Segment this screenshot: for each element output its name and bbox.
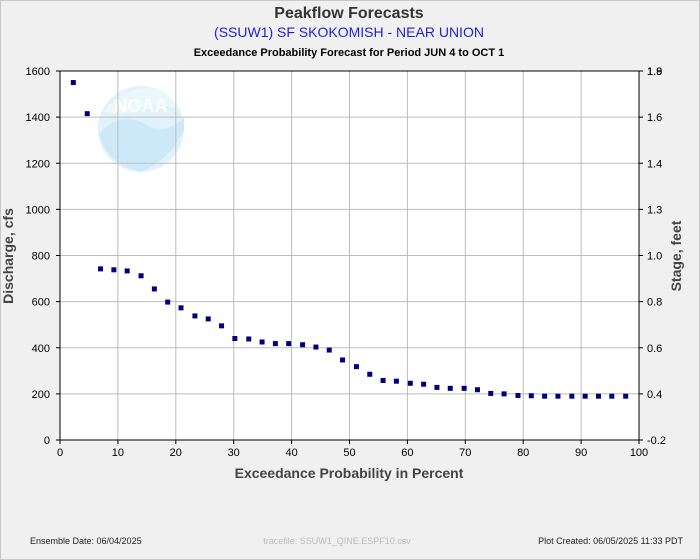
plot-created: Plot Created: 06/05/2025 11:33 PDT	[538, 536, 683, 546]
data-point	[569, 393, 575, 399]
x-tick-label: 10	[112, 447, 124, 459]
data-point	[447, 385, 453, 391]
data-point	[461, 385, 467, 391]
y-tick-label: 600	[32, 297, 50, 309]
data-point	[151, 286, 157, 292]
y-tick-label: 1000	[26, 204, 50, 216]
data-point	[474, 387, 480, 393]
y-tick-label: 0	[44, 435, 50, 447]
data-point	[246, 336, 252, 342]
y2-axis-label: Stage, feet	[668, 220, 684, 291]
x-tick-label: 100	[630, 447, 648, 459]
watermark-text: NOAA	[115, 96, 168, 116]
data-points	[70, 80, 629, 399]
x-tick-label: 20	[170, 447, 182, 459]
chart-title: Peakflow Forecasts	[274, 5, 424, 22]
plot-border	[59, 70, 640, 441]
data-point	[111, 267, 117, 273]
y-tick-label: 1600	[26, 66, 50, 78]
data-point	[367, 371, 373, 377]
data-point	[528, 393, 534, 399]
ensemble-date: Ensemble Date: 06/04/2025	[30, 536, 142, 546]
y2-tick-label: -0.2	[647, 435, 666, 447]
data-point	[300, 342, 306, 348]
y2-tick-label: 0.6	[647, 343, 662, 355]
x-tick-label: 30	[228, 447, 240, 459]
data-point	[555, 393, 561, 399]
data-point	[501, 391, 507, 397]
y2-tick-label: 1.8	[647, 66, 662, 78]
data-point	[542, 393, 548, 399]
data-point	[313, 344, 319, 350]
x-tick-label: 70	[459, 447, 471, 459]
x-tick-label: 60	[401, 447, 413, 459]
x-tick-label: 90	[575, 447, 587, 459]
y2-axis-ticks: -0.2 0.4 0.6 0.8 1.0 1.3 1.4 1.6 1.81.9	[639, 66, 666, 447]
y-tick-label: 400	[32, 343, 50, 355]
data-point	[124, 268, 130, 274]
y2-tick-label: 1.6	[647, 112, 662, 124]
data-point	[192, 313, 198, 319]
data-point	[393, 378, 399, 384]
data-point	[340, 357, 346, 363]
data-point	[70, 80, 76, 86]
y2-tick-label: 1.0	[647, 251, 662, 263]
x-tick-label: 80	[517, 447, 529, 459]
y2-tick-label: 1.9	[647, 66, 662, 78]
data-point	[232, 336, 238, 342]
noaa-logo-icon: NOAA	[98, 86, 184, 172]
data-point	[421, 381, 427, 387]
grid-lines	[60, 71, 639, 440]
y2-tick-label: 0.4	[647, 389, 662, 401]
data-point	[434, 384, 440, 390]
data-point	[219, 323, 225, 329]
data-point	[380, 377, 386, 383]
y-tick-label: 1400	[26, 112, 50, 124]
data-point	[353, 364, 359, 370]
data-point	[582, 393, 588, 399]
data-point	[609, 393, 615, 399]
tracefile-label: tracefile: SSUW1_QINE.ESPF10.csv	[263, 536, 411, 546]
data-point	[98, 266, 104, 272]
x-tick-label: 50	[343, 447, 355, 459]
data-point	[286, 341, 292, 347]
chart-subtitle: (SSUW1) SF SKOKOMISH - NEAR UNION	[214, 24, 484, 40]
data-point	[165, 299, 171, 305]
y-tick-label: 1200	[26, 158, 50, 170]
data-point	[84, 111, 90, 117]
y-tick-label: 200	[32, 389, 50, 401]
y2-tick-label: 1.3	[647, 204, 662, 216]
data-point	[623, 393, 629, 399]
y2-tick-label: 1.4	[647, 158, 662, 170]
data-point	[488, 390, 494, 396]
data-point	[205, 316, 211, 322]
y2-tick-label: 0.8	[647, 297, 662, 309]
data-point	[272, 341, 278, 347]
data-point	[259, 339, 265, 345]
data-point	[407, 380, 413, 386]
data-point	[595, 393, 601, 399]
data-point	[326, 347, 332, 353]
x-tick-label: 40	[285, 447, 297, 459]
data-point	[138, 273, 144, 279]
x-axis-label: Exceedance Probability in Percent	[235, 465, 464, 481]
period-label: Exceedance Probability Forecast for Peri…	[194, 47, 505, 59]
data-point	[515, 392, 521, 398]
y-tick-label: 800	[32, 251, 50, 263]
x-axis-ticks: 0 10 20 30 40 50 60 70 80 90 100	[57, 440, 648, 459]
y-axis-ticks: 0 200 400 600 800 1000 1200 1400 1600	[26, 66, 60, 447]
data-point	[178, 305, 184, 311]
y-axis-label: Discharge, cfs	[0, 208, 16, 304]
x-tick-label: 0	[57, 447, 63, 459]
